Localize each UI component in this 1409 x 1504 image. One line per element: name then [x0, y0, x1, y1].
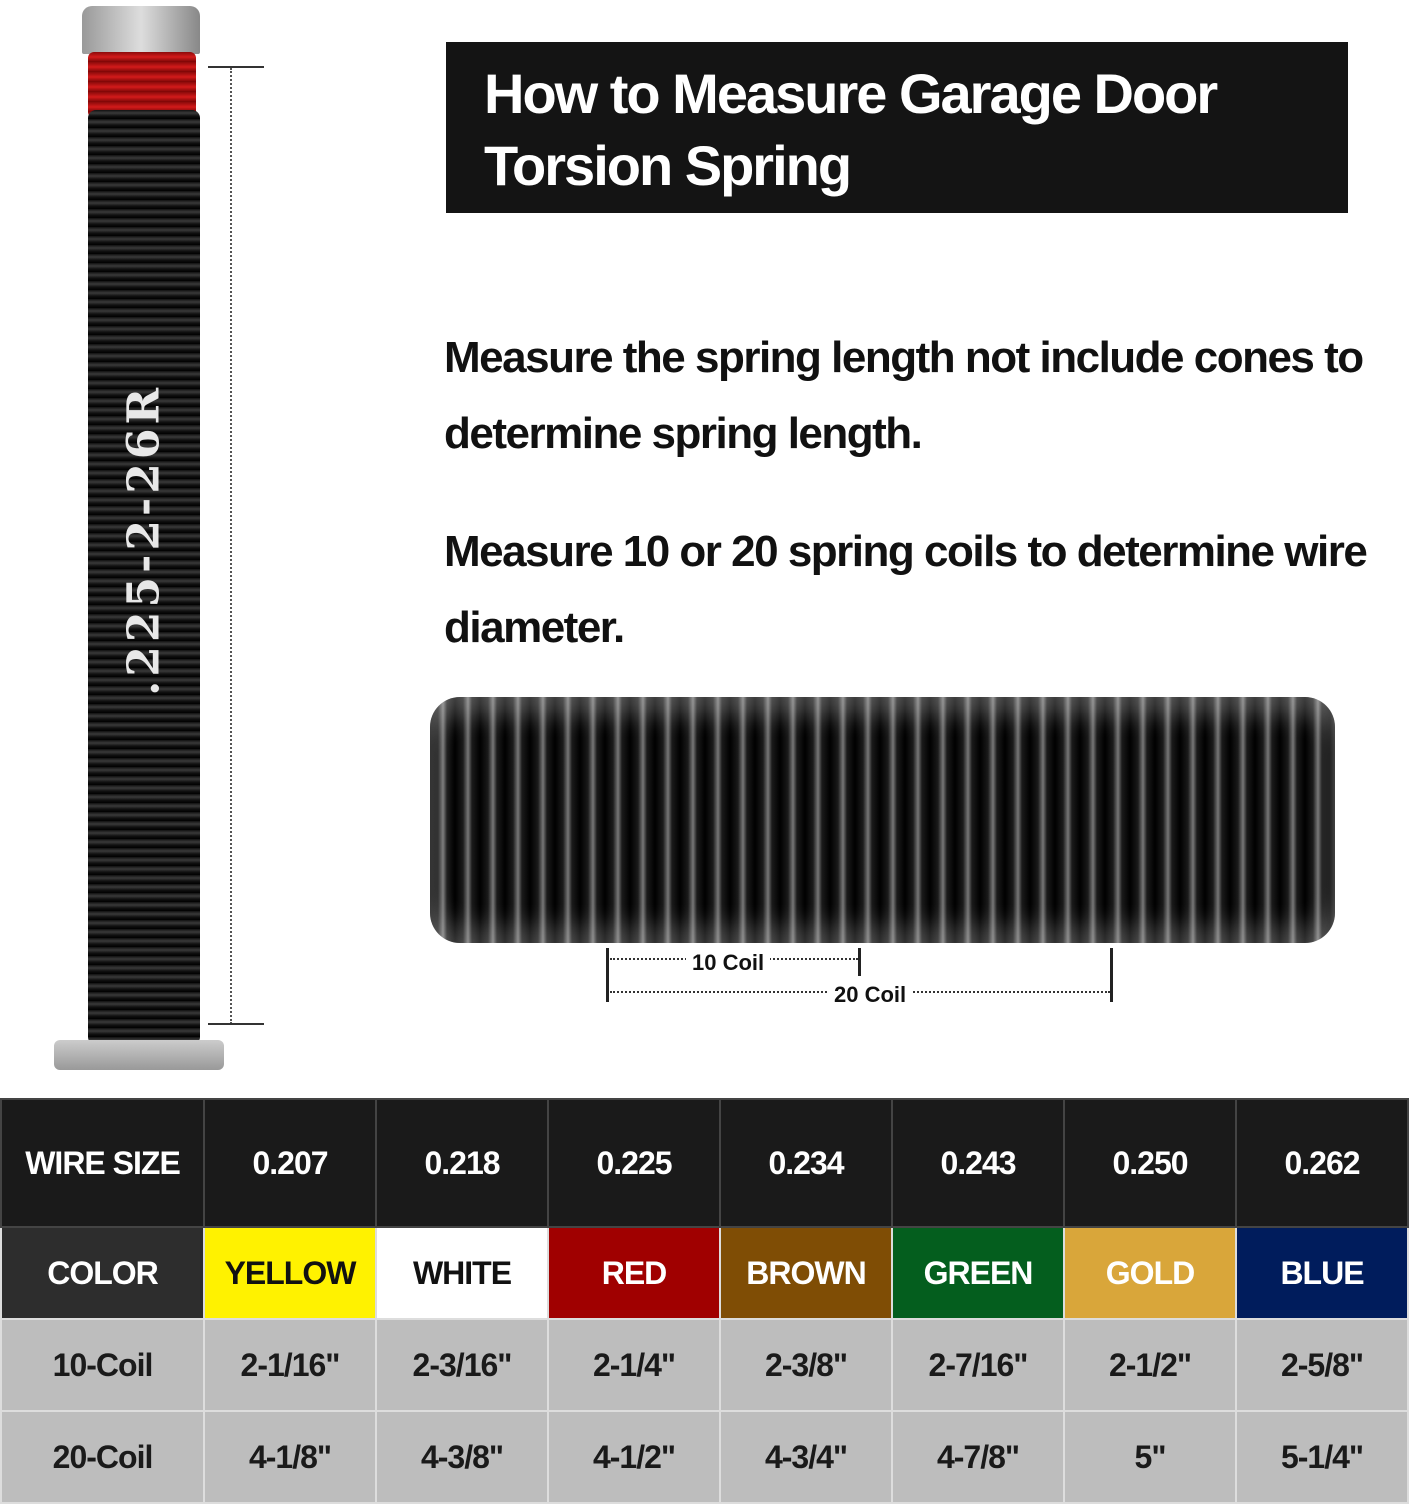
table-cell: 4-3/4" — [719, 1410, 893, 1504]
color-swatch-cell: WHITE — [375, 1226, 549, 1320]
length-top-tick — [208, 66, 264, 68]
spring-label: .225-2-26R — [118, 383, 170, 697]
twenty-coil-row: 20-Coil 4-1/8" 4-3/8" 4-1/2" 4-3/4" 4-7/8" 5" 5… — [0, 1410, 1409, 1504]
table-cell: 4-3/8" — [375, 1410, 549, 1504]
measure-10-bar — [858, 948, 861, 976]
color-swatch-cell: GOLD — [1063, 1226, 1237, 1320]
color-row: COLOR YELLOW WHITE RED BROWN GREEN GOLD BLUE — [0, 1226, 1409, 1320]
twenty-coil-label: 20 Coil — [828, 982, 913, 1008]
table-cell: 2-1/4" — [547, 1318, 721, 1412]
table-cell: 4-7/8" — [891, 1410, 1065, 1504]
instruction-length: Measure the spring length not include co… — [444, 333, 1364, 458]
table-cell: 2-5/8" — [1235, 1318, 1409, 1412]
table-cell: 0.234 — [719, 1098, 893, 1228]
table-cell: 0.250 — [1063, 1098, 1237, 1228]
table-cell: 4-1/2" — [547, 1410, 721, 1504]
length-dotted-line — [230, 68, 232, 1024]
length-bottom-tick — [208, 1023, 264, 1025]
color-swatch-cell: GREEN — [891, 1226, 1065, 1320]
page-title: How to Measure Garage Door Torsion Sprin… — [446, 42, 1348, 213]
color-swatch-cell: YELLOW — [203, 1226, 377, 1320]
table-cell: 0.207 — [203, 1098, 377, 1228]
vertical-torsion-spring-image — [88, 110, 200, 1045]
measure-20-bar — [1110, 948, 1113, 1002]
table-cell: 0.243 — [891, 1098, 1065, 1228]
table-cell: 4-1/8" — [203, 1410, 377, 1504]
spring-red-cone — [88, 52, 196, 118]
table-cell: 0.262 — [1235, 1098, 1409, 1228]
horizontal-spring-closeup-image — [430, 697, 1335, 943]
row-header: COLOR — [0, 1226, 205, 1320]
table-cell: 2-1/16" — [203, 1318, 377, 1412]
color-swatch-cell: BROWN — [719, 1226, 893, 1320]
table-cell: 2-1/2" — [1063, 1318, 1237, 1412]
table-cell: 5-1/4" — [1235, 1410, 1409, 1504]
measure-start-bar — [606, 948, 609, 1002]
row-header: WIRE SIZE — [0, 1098, 205, 1228]
spring-stationary-cone — [54, 1040, 224, 1070]
table-cell: 2-7/16" — [891, 1318, 1065, 1412]
color-swatch-cell: BLUE — [1235, 1226, 1409, 1320]
ten-coil-label: 10 Coil — [686, 950, 771, 976]
table-cell: 2-3/8" — [719, 1318, 893, 1412]
instruction-wire: Measure 10 or 20 spring coils to determi… — [444, 527, 1368, 652]
row-header: 20-Coil — [0, 1410, 205, 1504]
ten-coil-row: 10-Coil 2-1/16" 2-3/16" 2-1/4" 2-3/8" 2-7/16"… — [0, 1318, 1409, 1412]
wire-size-row: WIRE SIZE 0.207 0.218 0.225 0.234 0.243 0.250 0… — [0, 1098, 1409, 1228]
color-swatch-cell: RED — [547, 1226, 721, 1320]
row-header: 10-Coil — [0, 1318, 205, 1412]
table-cell: 0.218 — [375, 1098, 549, 1228]
table-cell: 0.225 — [547, 1098, 721, 1228]
table-cell: 2-3/16" — [375, 1318, 549, 1412]
spring-winding-cone — [82, 6, 200, 54]
wire-size-table: WIRE SIZE 0.207 0.218 0.225 0.234 0.243 0.250 0… — [0, 1098, 1409, 1504]
table-cell: 5" — [1063, 1410, 1237, 1504]
